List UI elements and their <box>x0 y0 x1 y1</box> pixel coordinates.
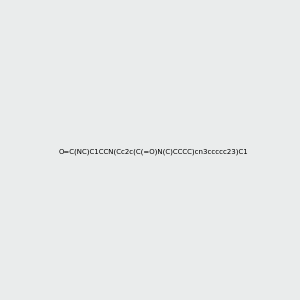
Text: O=C(NC)C1CCN(Cc2c(C(=O)N(C)CCCC)cn3ccccc23)C1: O=C(NC)C1CCN(Cc2c(C(=O)N(C)CCCC)cn3ccccc… <box>59 148 249 155</box>
